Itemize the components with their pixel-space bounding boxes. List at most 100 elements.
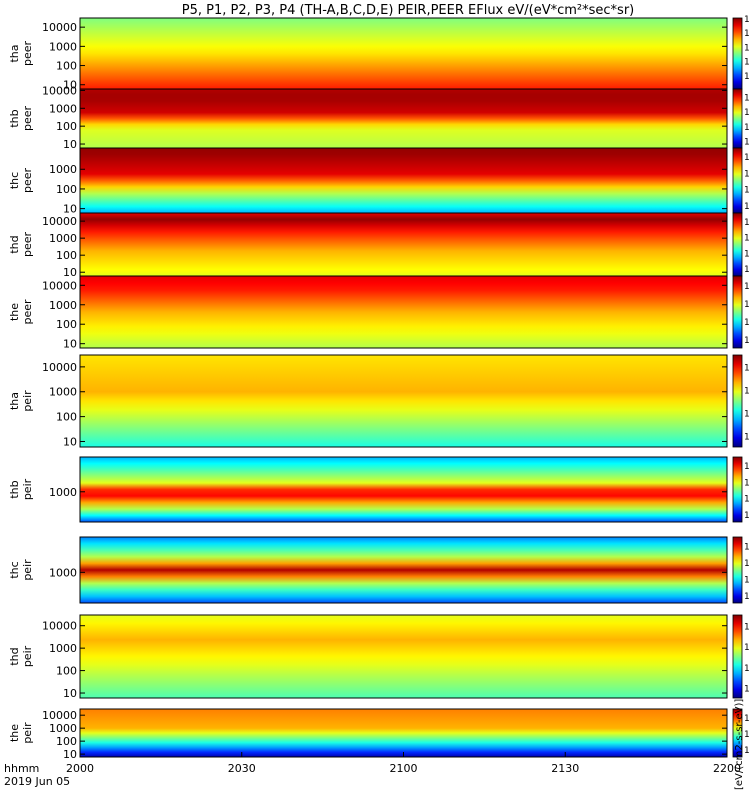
colorbar-tick-label: 10² — [744, 265, 750, 275]
spectrogram-image — [80, 355, 727, 447]
colorbar-tick-label: 10⁸ — [744, 218, 750, 228]
y-tick-label: 10 — [63, 203, 77, 216]
figure-title: P5, P1, P2, P3, P4 (TH-A,B,C,D,E) PEIR,P… — [182, 3, 635, 18]
panel-label: peer — [21, 232, 34, 258]
y-tick-label: 10000 — [42, 361, 77, 374]
y-tick-label: 10 — [63, 435, 77, 448]
y-tick-label: 1000 — [49, 642, 77, 655]
panel-label: thd — [8, 235, 21, 253]
y-tick-label: 100 — [56, 411, 77, 424]
y-tick-label: 100 — [56, 735, 77, 748]
colorbar-tick-label: 10⁵ — [744, 559, 750, 569]
y-tick-label: 10 — [63, 748, 77, 761]
colorbar-tick-label: 10⁰ — [744, 433, 750, 443]
y-tick-label: 10 — [63, 79, 77, 92]
y-tick-label: 10 — [63, 266, 77, 279]
panel-label: thc — [8, 561, 21, 578]
panel-label: peir — [21, 559, 34, 581]
colorbar-tick-label: 10⁶ — [744, 714, 750, 724]
spectrogram-image — [80, 457, 727, 522]
colorbar-tick-label: 10⁴ — [744, 318, 750, 328]
date-label: 2019 Jun 05 — [4, 775, 70, 788]
x-tick-label: 2100 — [390, 762, 418, 775]
colorbar-tick-label: 10⁴ — [744, 72, 750, 82]
y-tick-label: 100 — [56, 665, 77, 678]
colorbar-tick-label: 10⁶ — [744, 169, 750, 179]
y-tick-label: 1000 — [49, 299, 77, 312]
panel-frame — [79, 354, 728, 448]
y-tick-label: 10000 — [42, 279, 77, 292]
spectrogram-image — [80, 18, 727, 89]
spectrogram-image — [80, 148, 727, 213]
y-tick-label: 10000 — [42, 709, 77, 722]
panel-label: thd — [8, 647, 21, 665]
colorbar-tick-label: 10⁴ — [744, 643, 750, 653]
time-axis-label: hhmm — [4, 762, 39, 775]
y-tick-label: 1000 — [49, 566, 77, 579]
colorbar-tick-label: 10⁰ — [744, 685, 750, 695]
panel-frame — [79, 536, 728, 604]
colorbar — [732, 147, 743, 214]
panels-group: 10000100010010thapeer10⁸10⁷10⁶10⁵10⁴1000… — [8, 15, 750, 761]
spectrogram-image — [80, 89, 727, 148]
colorbar-tick-label: 10³ — [744, 575, 750, 585]
panel-label: the — [8, 724, 21, 742]
panel-label: peir — [21, 722, 34, 744]
panel-label: tha — [8, 44, 21, 62]
colorbar-tick-label: 10⁴ — [744, 249, 750, 259]
colorbar-tick-label: 10² — [744, 410, 750, 420]
spectrogram-image — [80, 537, 727, 603]
colorbar-tick-label: 10² — [744, 138, 750, 148]
y-tick-label: 10000 — [42, 84, 77, 97]
panel-label: peir — [21, 390, 34, 412]
colorbar — [732, 708, 743, 758]
y-tick-label: 1000 — [49, 163, 77, 176]
colorbar-tick-label: 10⁸ — [744, 93, 750, 103]
panel-frame — [79, 456, 728, 523]
panel-label: thb — [8, 480, 21, 498]
colorbar-tick-label: 10⁴ — [744, 123, 750, 133]
colorbar-tick-label: 10⁶ — [744, 234, 750, 244]
colorbar-tick-label: 10⁴ — [744, 387, 750, 397]
panel-label: thc — [8, 172, 21, 189]
colorbar-tick-label: 10⁴ — [744, 730, 750, 740]
colorbar-tick-label: 10⁶ — [744, 108, 750, 118]
x-tick-label: 2200 — [713, 762, 741, 775]
colorbar — [732, 212, 743, 277]
panel-frame — [79, 614, 728, 699]
x-tick-label: 2030 — [228, 762, 256, 775]
colorbar-tick-label: 10¹ — [744, 592, 750, 602]
y-tick-label: 10000 — [42, 215, 77, 228]
colorbar-tick-label: 10⁶ — [744, 462, 750, 472]
y-tick-label: 10000 — [42, 21, 77, 34]
y-tick-label: 1000 — [49, 40, 77, 53]
y-tick-label: 100 — [56, 120, 77, 133]
colorbar — [732, 88, 743, 149]
y-tick-label: 100 — [56, 60, 77, 73]
colorbar-tick-label: 10⁵ — [744, 58, 750, 68]
panel-label: peer — [21, 41, 34, 67]
colorbar-tick-label: 10⁶ — [744, 300, 750, 310]
x-tick-label: 2130 — [551, 762, 579, 775]
panel-label: peer — [21, 168, 34, 194]
panel-label: peir — [21, 645, 34, 667]
panel-label: the — [8, 303, 21, 321]
y-tick-label: 10 — [63, 338, 77, 351]
y-tick-label: 10 — [63, 138, 77, 151]
y-tick-label: 1000 — [49, 722, 77, 735]
colorbar-tick-label: 10⁴ — [744, 478, 750, 488]
colorbar — [732, 536, 743, 604]
colorbar-tick-label: 10⁶ — [744, 43, 750, 53]
x-tick-label: 2000 — [66, 762, 94, 775]
y-tick-label: 1000 — [49, 486, 77, 499]
colorbar — [732, 456, 743, 523]
spectrogram-image — [80, 615, 727, 698]
colorbar-tick-label: 10² — [744, 336, 750, 346]
spectrogram-image — [80, 213, 727, 276]
